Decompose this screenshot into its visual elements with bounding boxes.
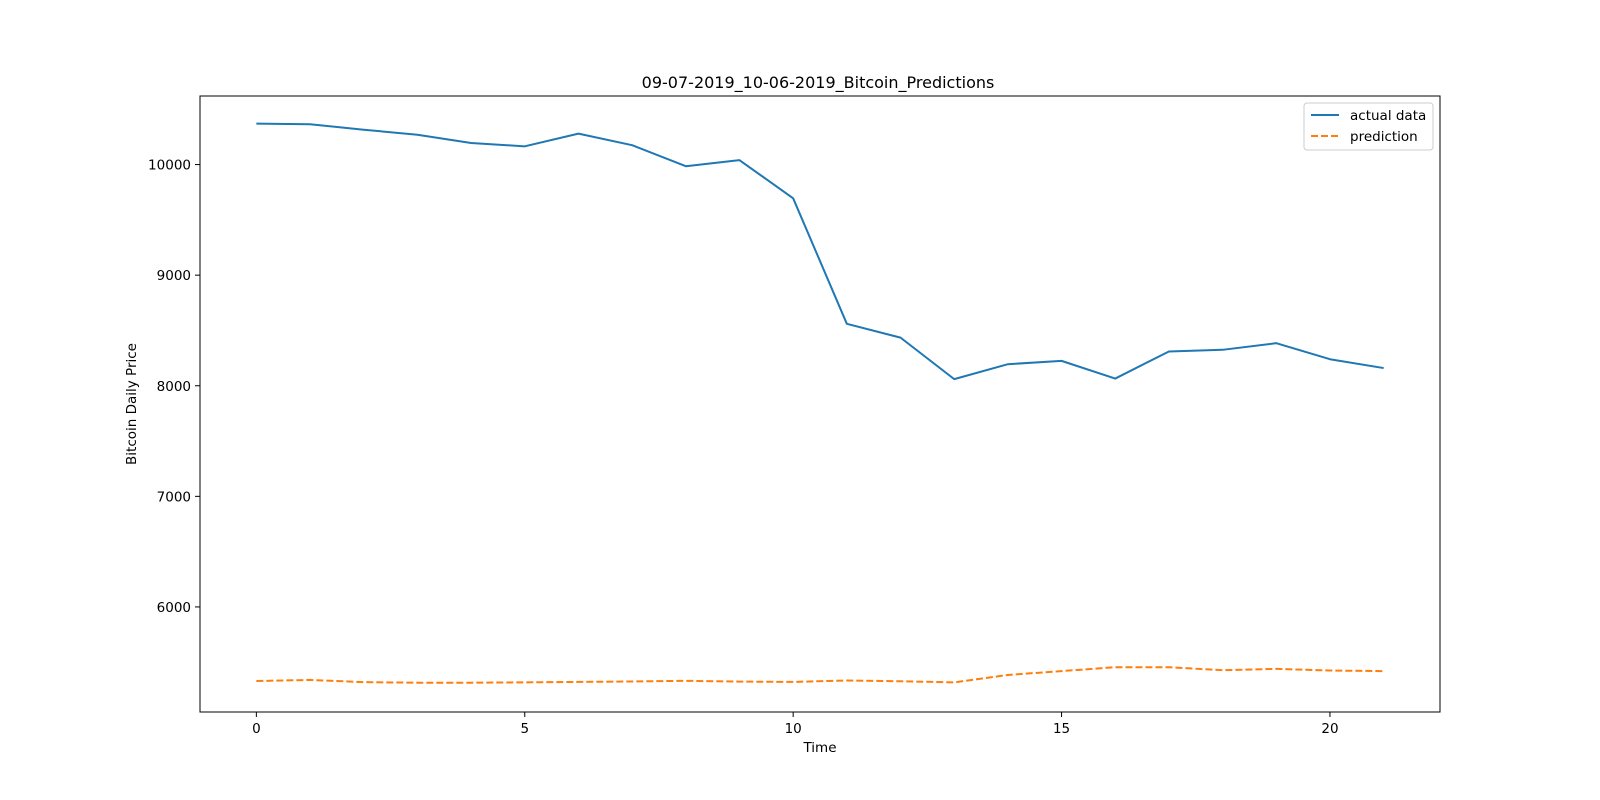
x-tick-label: 0	[252, 721, 261, 737]
y-tick-label: 9000	[157, 268, 191, 284]
x-tick-label: 20	[1321, 721, 1338, 737]
x-tick-label: 5	[520, 721, 529, 737]
plot-series	[256, 122, 1384, 684]
legend-label-prediction: prediction	[1350, 129, 1418, 145]
y-axis: 6000 7000 8000 9000 10000	[148, 158, 200, 616]
y-axis-label: Bitcoin Daily Price	[124, 343, 140, 465]
x-axis: 0 5 10 15 20	[252, 712, 1339, 737]
x-tick-label: 15	[1053, 721, 1070, 737]
series-line-prediction	[256, 666, 1384, 684]
y-tick-label: 8000	[157, 379, 191, 395]
plot-frame	[199, 95, 1441, 713]
y-tick-label: 7000	[157, 489, 191, 505]
legend: actual data prediction	[1303, 102, 1434, 151]
legend-label-actual-data: actual data	[1350, 108, 1426, 124]
series-line-actual-data	[256, 122, 1384, 381]
y-tick-label: 10000	[148, 158, 191, 174]
x-axis-label: Time	[802, 740, 836, 756]
y-tick-label: 6000	[157, 600, 191, 616]
x-tick-label: 10	[785, 721, 802, 737]
chart-title: 09-07-2019_10-06-2019_Bitcoin_Prediction…	[642, 73, 995, 93]
